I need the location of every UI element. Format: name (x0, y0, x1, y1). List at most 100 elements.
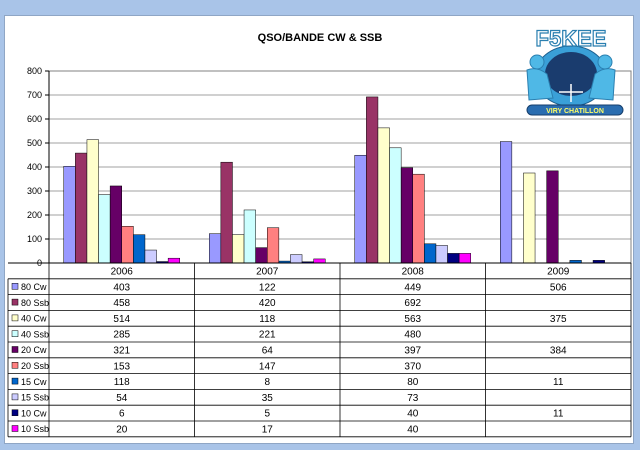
data-cell: 80 (407, 377, 419, 388)
bar (389, 147, 402, 264)
bar (523, 172, 536, 264)
logo-figure-right (588, 68, 616, 101)
series-label: 80 Ssb (21, 298, 49, 308)
bar (377, 127, 390, 264)
data-cell: 692 (404, 298, 421, 309)
category-label: 2007 (256, 267, 279, 278)
data-cell: 5 (264, 409, 270, 420)
bar (75, 152, 88, 264)
bar (63, 166, 76, 264)
data-cell: 54 (116, 393, 128, 404)
series-label: 80 Cw (21, 282, 47, 292)
logo-figure-right-head (597, 54, 613, 70)
y-tick-label: 100 (27, 234, 42, 244)
logo-subtitle: VIRY CHATILLON (546, 108, 604, 115)
data-cell: 11 (553, 409, 564, 420)
bar (86, 139, 99, 264)
bar (458, 253, 471, 264)
data-cell: 375 (550, 314, 567, 325)
bar (109, 185, 123, 264)
data-cell: 64 (262, 346, 274, 357)
chart-svg: QSO/BANDE CW & SSB0100200300400500600700… (7, 25, 632, 438)
data-cell: 147 (259, 361, 276, 372)
data-cell: 397 (404, 346, 421, 357)
logo-figure-left-head (529, 54, 545, 70)
data-cell: 73 (407, 393, 419, 404)
bar (366, 96, 379, 264)
y-tick-label: 800 (27, 66, 42, 76)
series-label: 20 Ssb (21, 361, 49, 371)
data-cell: 40 (407, 409, 419, 420)
legend-key (11, 362, 19, 369)
y-tick-label: 600 (27, 114, 42, 124)
series-label: 40 Ssb (21, 329, 49, 339)
bar (209, 233, 222, 264)
legend-key (11, 425, 19, 432)
logo-globe-inner (545, 52, 597, 96)
legend-key (11, 283, 19, 290)
legend-key (11, 314, 19, 322)
bar (500, 141, 513, 264)
data-cell: 384 (550, 346, 567, 357)
logo-banner (526, 104, 624, 116)
data-cell: 506 (550, 282, 567, 293)
series-label: 15 Cw (21, 377, 47, 387)
club-logo: F5KEE VIRY CHATILLON (526, 25, 624, 116)
data-cell: 20 (116, 425, 128, 436)
series-label: 40 Cw (21, 314, 47, 324)
bar (267, 227, 280, 264)
data-cell: 420 (259, 298, 276, 309)
bar (354, 154, 367, 264)
data-cell: 11 (553, 377, 564, 388)
data-cell: 514 (113, 314, 130, 325)
legend-key (11, 393, 19, 401)
data-cell: 35 (262, 393, 274, 404)
data-cell: 370 (404, 361, 421, 372)
bar (220, 161, 233, 264)
bar (435, 245, 448, 264)
logo-figure-left (526, 68, 554, 101)
bar (412, 173, 425, 264)
category-label: 2008 (402, 267, 425, 278)
data-cell: 118 (114, 377, 130, 388)
bar (400, 167, 413, 264)
legend-key (11, 298, 19, 306)
y-tick-label: 300 (27, 186, 42, 196)
legend-key (11, 346, 19, 353)
legend-key (11, 330, 19, 337)
data-cell: 17 (262, 425, 274, 436)
series-label: 10 Ssb (21, 424, 49, 434)
bar (133, 234, 146, 264)
data-cell: 458 (113, 298, 130, 309)
data-cell: 118 (259, 314, 275, 325)
data-cell: 40 (407, 425, 419, 436)
bar (290, 254, 303, 264)
bar (232, 234, 245, 264)
series-label: 15 Ssb (21, 393, 49, 403)
bar (144, 249, 157, 264)
data-cell: 122 (259, 282, 276, 293)
category-label: 2006 (111, 267, 134, 278)
bar (255, 247, 268, 264)
legend-key (11, 409, 19, 416)
chart-frame: QSO/BANDE CW & SSB 0 100 200 300 400 500 600 700… (4, 15, 634, 444)
bar (243, 209, 256, 264)
data-cell: 221 (259, 330, 276, 341)
series-label: 20 Cw (21, 345, 47, 355)
bar (313, 258, 326, 264)
series-label: 10 Cw (21, 408, 47, 418)
data-cell: 321 (113, 346, 130, 357)
logo-callsign: F5KEE (536, 26, 607, 51)
bar (424, 243, 437, 264)
data-cell: 285 (113, 330, 130, 341)
bar (167, 257, 180, 264)
data-cell: 563 (404, 314, 421, 325)
data-cell: 153 (113, 361, 130, 372)
data-cell: 480 (404, 330, 421, 341)
data-cell: 8 (264, 377, 270, 388)
y-tick-label: 400 (27, 162, 42, 172)
data-cell: 449 (404, 282, 421, 293)
y-tick-label: 500 (27, 138, 42, 148)
legend-key (11, 377, 19, 385)
data-cell: 403 (113, 282, 130, 293)
